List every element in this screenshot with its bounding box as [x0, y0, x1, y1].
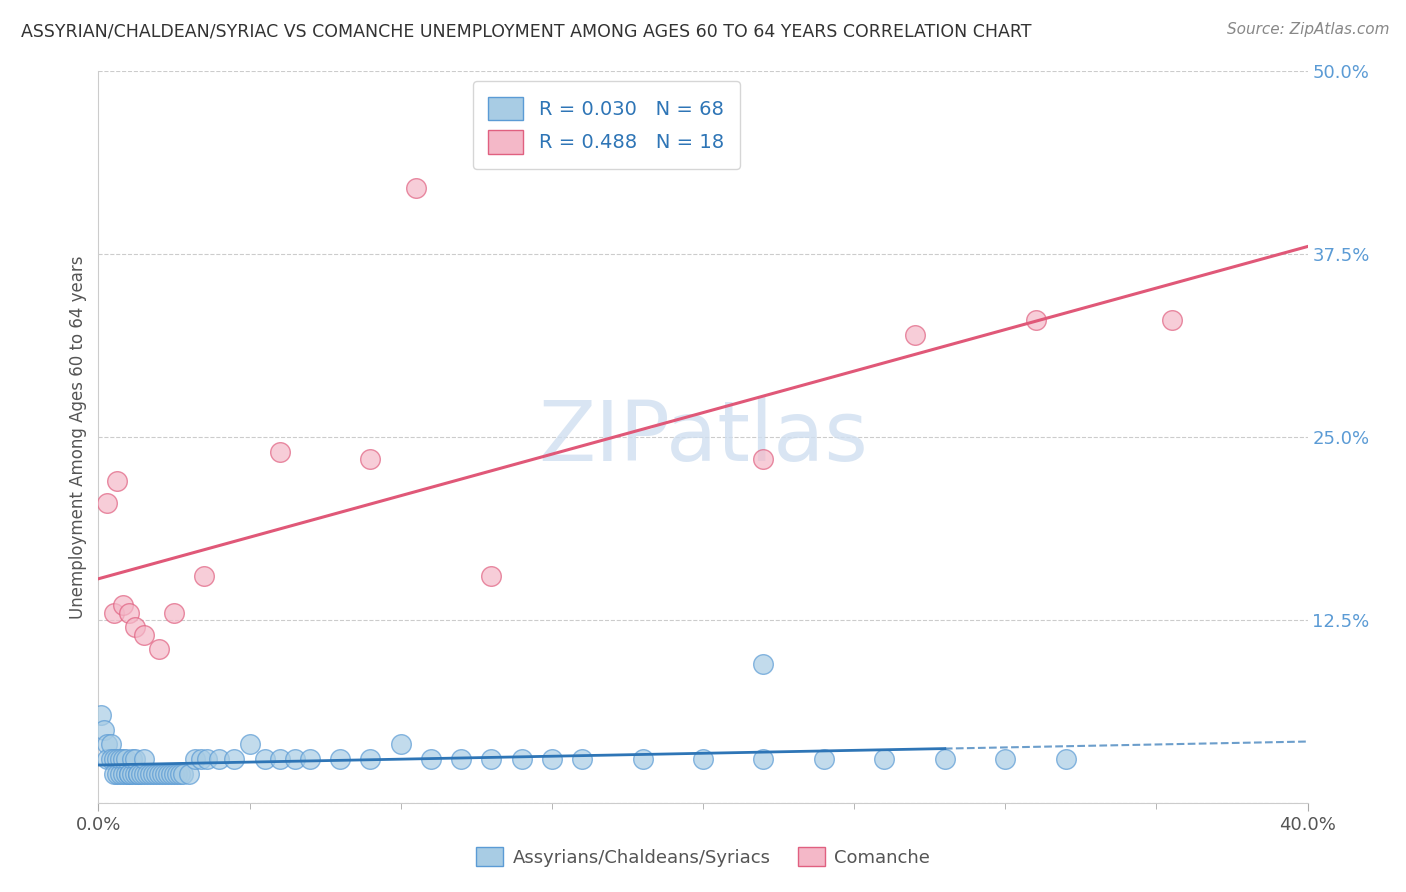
Point	[405, 181, 427, 195]
Legend: R = 0.030   N = 68, R = 0.488   N = 18: R = 0.030 N = 68, R = 0.488 N = 18	[472, 81, 740, 169]
Point	[111, 599, 134, 613]
Point	[105, 752, 128, 766]
Point	[172, 766, 194, 780]
Text: ASSYRIAN/CHALDEAN/SYRIAC VS COMANCHE UNEMPLOYMENT AMONG AGES 60 TO 64 YEARS CORR: ASSYRIAN/CHALDEAN/SYRIAC VS COMANCHE UNE…	[21, 22, 1032, 40]
Point	[692, 752, 714, 766]
Point	[103, 606, 125, 620]
Point	[169, 766, 191, 780]
Point	[184, 752, 207, 766]
Point	[389, 737, 412, 751]
Point	[163, 766, 186, 780]
Point	[156, 766, 179, 780]
Point	[1160, 313, 1182, 327]
Point	[135, 766, 157, 780]
Point	[100, 752, 122, 766]
Point	[124, 620, 146, 634]
Point	[90, 708, 112, 723]
Point	[124, 766, 146, 780]
Point	[103, 752, 125, 766]
Point	[904, 327, 927, 342]
Legend: Assyrians/Chaldeans/Syriacs, Comanche: Assyrians/Chaldeans/Syriacs, Comanche	[470, 840, 936, 874]
Text: Source: ZipAtlas.com: Source: ZipAtlas.com	[1226, 22, 1389, 37]
Point	[121, 766, 143, 780]
Y-axis label: Unemployment Among Ages 60 to 64 years: Unemployment Among Ages 60 to 64 years	[69, 255, 87, 619]
Point	[813, 752, 835, 766]
Point	[1024, 313, 1046, 327]
Point	[752, 452, 775, 467]
Point	[93, 723, 115, 737]
Point	[360, 752, 382, 766]
Point	[166, 766, 188, 780]
Point	[193, 569, 215, 583]
Point	[139, 766, 162, 780]
Point	[153, 766, 176, 780]
Point	[142, 766, 165, 780]
Point	[127, 766, 149, 780]
Point	[994, 752, 1017, 766]
Point	[114, 752, 136, 766]
Point	[150, 766, 173, 780]
Point	[114, 766, 136, 780]
Point	[103, 766, 125, 780]
Point	[873, 752, 896, 766]
Point	[299, 752, 322, 766]
Point	[934, 752, 956, 766]
Point	[124, 752, 146, 766]
Point	[420, 752, 443, 766]
Point	[105, 474, 128, 488]
Point	[360, 452, 382, 467]
Point	[752, 657, 775, 671]
Point	[121, 752, 143, 766]
Point	[190, 752, 212, 766]
Point	[329, 752, 352, 766]
Point	[1054, 752, 1077, 766]
Point	[108, 766, 131, 780]
Point	[145, 766, 167, 780]
Point	[132, 766, 155, 780]
Point	[510, 752, 533, 766]
Point	[540, 752, 562, 766]
Text: ZIPatlas: ZIPatlas	[538, 397, 868, 477]
Point	[118, 766, 141, 780]
Point	[96, 496, 118, 510]
Point	[284, 752, 307, 766]
Point	[127, 766, 149, 780]
Point	[224, 752, 246, 766]
Point	[752, 752, 775, 766]
Point	[96, 737, 118, 751]
Point	[208, 752, 231, 766]
Point	[163, 606, 186, 620]
Point	[96, 752, 118, 766]
Point	[269, 444, 291, 458]
Point	[118, 606, 141, 620]
Point	[571, 752, 593, 766]
Point	[148, 642, 170, 657]
Point	[111, 752, 134, 766]
Point	[481, 752, 503, 766]
Point	[108, 752, 131, 766]
Point	[253, 752, 276, 766]
Point	[111, 766, 134, 780]
Point	[195, 752, 218, 766]
Point	[239, 737, 262, 751]
Point	[450, 752, 472, 766]
Point	[160, 766, 183, 780]
Point	[118, 766, 141, 780]
Point	[269, 752, 291, 766]
Point	[148, 766, 170, 780]
Point	[481, 569, 503, 583]
Point	[129, 766, 152, 780]
Point	[132, 752, 155, 766]
Point	[179, 766, 201, 780]
Point	[100, 737, 122, 751]
Point	[631, 752, 654, 766]
Point	[132, 627, 155, 641]
Point	[105, 766, 128, 780]
